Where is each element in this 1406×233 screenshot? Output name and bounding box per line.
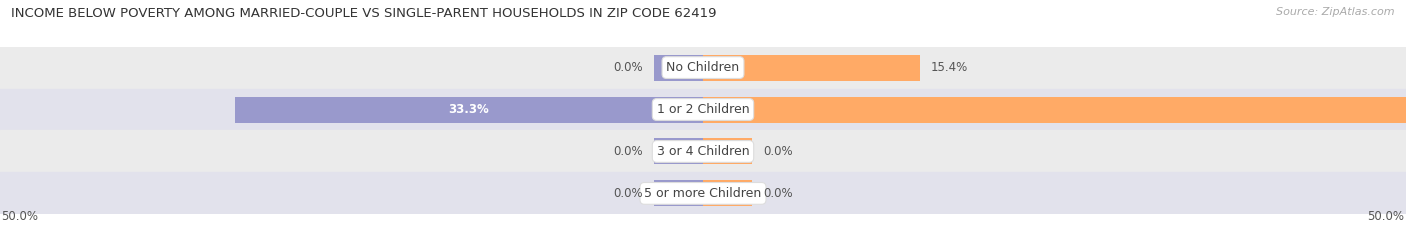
Bar [703, 138, 752, 164]
Bar [654, 138, 703, 164]
Bar [0, 130, 1406, 172]
Bar [703, 55, 920, 81]
Text: 0.0%: 0.0% [763, 145, 793, 158]
Text: No Children: No Children [666, 61, 740, 74]
Bar [235, 96, 703, 123]
Text: 0.0%: 0.0% [613, 187, 643, 200]
Bar [703, 180, 752, 206]
Text: 1 or 2 Children: 1 or 2 Children [657, 103, 749, 116]
Text: 0.0%: 0.0% [613, 61, 643, 74]
Text: 15.4%: 15.4% [931, 61, 967, 74]
Text: 0.0%: 0.0% [763, 187, 793, 200]
Text: 3 or 4 Children: 3 or 4 Children [657, 145, 749, 158]
Bar [654, 180, 703, 206]
Text: 33.3%: 33.3% [449, 103, 489, 116]
Text: 50.0%: 50.0% [1, 210, 38, 223]
Bar [0, 89, 1406, 130]
Bar [654, 55, 703, 81]
Bar [703, 96, 1406, 123]
Text: 50.0%: 50.0% [1368, 210, 1405, 223]
Bar [0, 172, 1406, 214]
Bar [0, 47, 1406, 89]
Text: INCOME BELOW POVERTY AMONG MARRIED-COUPLE VS SINGLE-PARENT HOUSEHOLDS IN ZIP COD: INCOME BELOW POVERTY AMONG MARRIED-COUPL… [11, 7, 717, 20]
Text: 0.0%: 0.0% [613, 145, 643, 158]
Text: 5 or more Children: 5 or more Children [644, 187, 762, 200]
Text: Source: ZipAtlas.com: Source: ZipAtlas.com [1277, 7, 1395, 17]
